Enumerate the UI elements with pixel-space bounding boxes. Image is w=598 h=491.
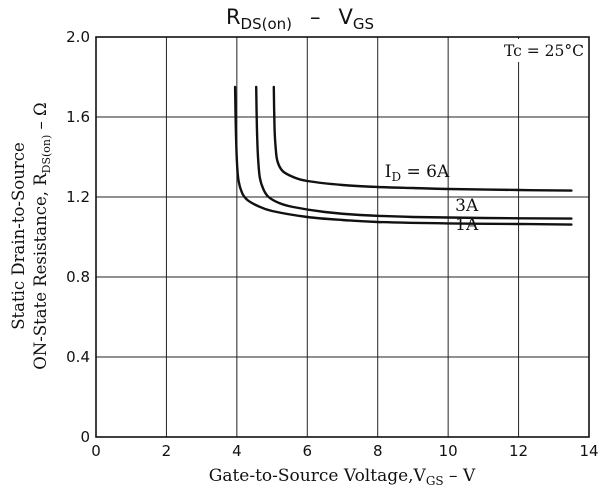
- y-tick-label: 0.4: [66, 348, 90, 366]
- y-axis-label-line2a: ON-State Resistance, R: [31, 173, 50, 370]
- y-tick-label: 1.6: [66, 108, 90, 126]
- series-label-6a: ID = 6A: [385, 162, 450, 184]
- x-tick-label: 0: [91, 442, 101, 460]
- y-tick-label: 1.2: [66, 188, 90, 206]
- tick-labels: 0 2 4 6 8 10 12 14 0 0.4 0.8 1.2 1.6 2.0: [66, 28, 598, 460]
- y-axis-label-line1: Static Drain-to-Source: [9, 142, 28, 330]
- series-label-1a: 1A: [455, 215, 479, 235]
- x-tick-label: 14: [579, 442, 598, 460]
- chart-title: RDS(on) – VGS: [226, 5, 374, 33]
- series-label-prefix: I: [385, 162, 392, 182]
- title-main: R: [226, 5, 241, 29]
- curve-6a: [272, 85, 573, 192]
- x-tick-label: 6: [303, 442, 313, 460]
- grid: [96, 37, 589, 437]
- x-tick-label: 10: [439, 442, 458, 460]
- x-tick-label: 12: [509, 442, 528, 460]
- x-axis-label-sub: GS: [426, 474, 444, 488]
- x-tick-label: 2: [162, 442, 172, 460]
- x-tick-label: 4: [232, 442, 242, 460]
- x-axis-label: Gate-to-Source Voltage,VGS – V: [209, 466, 476, 488]
- x-axis-label-text: Gate-to-Source Voltage,V: [209, 466, 427, 486]
- series-label-suffix: = 6A: [401, 162, 450, 182]
- y-tick-label: 0.8: [66, 268, 90, 286]
- curve-3a: [255, 85, 573, 220]
- y-tick-label: 0: [80, 428, 90, 446]
- condition-background: [501, 39, 587, 62]
- y-axis-label-line2b: – Ω: [31, 102, 50, 134]
- series-label-suffix: 3A: [455, 196, 479, 216]
- y-axis-label-line2sub: DS(on): [40, 135, 53, 174]
- series-label-3a: 3A: [455, 196, 479, 216]
- condition-label: Tc = 25°C: [504, 42, 584, 60]
- curve-1a: [233, 85, 573, 226]
- plot-frame: [95, 36, 590, 438]
- y-tick-label: 2.0: [66, 28, 90, 46]
- y-axis-label: Static Drain-to-Source: [9, 142, 28, 330]
- curves: [233, 85, 573, 226]
- x-tick-label: 8: [373, 442, 383, 460]
- x-axis-label-unit: – V: [444, 466, 476, 486]
- title-main2: V: [339, 5, 354, 29]
- y-axis-label-2: ON-State Resistance, RDS(on) – Ω: [31, 102, 53, 369]
- series-label-suffix: 1A: [455, 215, 479, 235]
- title-dash: –: [310, 5, 321, 29]
- title-sub: DS(on): [241, 15, 292, 33]
- title-sub2: GS: [353, 15, 374, 33]
- series-label-sub: D: [391, 170, 401, 184]
